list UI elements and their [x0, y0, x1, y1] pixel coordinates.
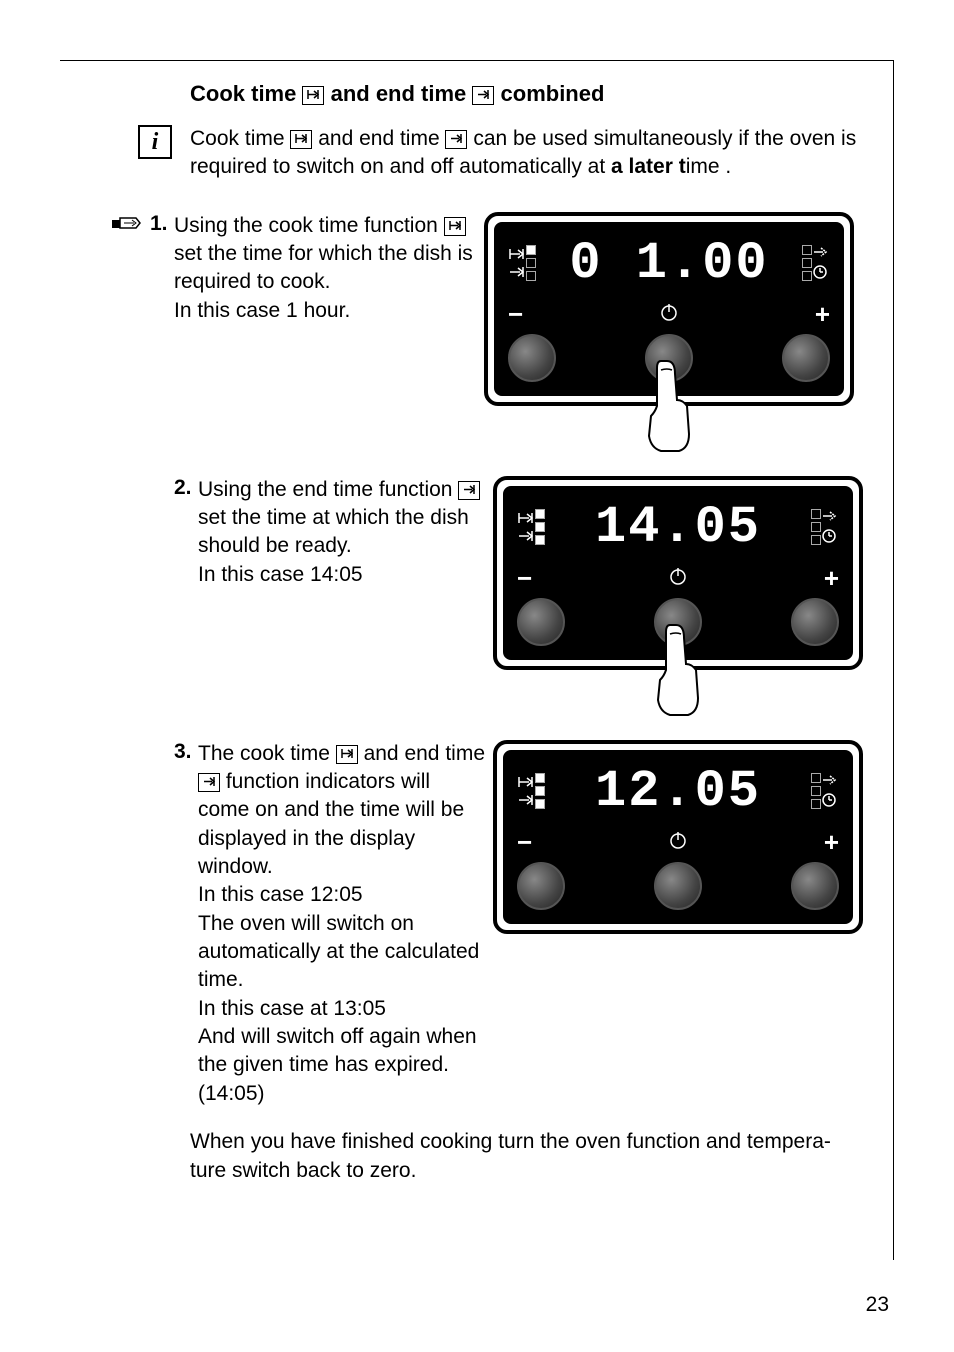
lcd-right-icon-col — [821, 774, 839, 808]
lcd-left-icon-col — [517, 776, 535, 806]
minus-button[interactable] — [517, 598, 565, 646]
cook-time-icon — [336, 745, 358, 764]
lcd-time: 12.05 — [545, 762, 811, 821]
temp-bar-right — [811, 509, 821, 545]
info-bold: a later t — [611, 155, 686, 178]
step-seg1: The cook time — [198, 742, 336, 765]
step-seg2: function indicators will come on and the… — [198, 770, 464, 878]
heading-suffix: combined — [501, 81, 605, 106]
end-time-icon — [445, 130, 467, 149]
end-time-icon — [517, 530, 535, 542]
minus-icon: − — [517, 827, 532, 858]
end-time-icon — [472, 86, 494, 105]
lcd-left-icon-col — [508, 248, 526, 278]
section-heading: Cook time and end time combined — [190, 81, 863, 107]
step-number: 3. — [174, 740, 198, 764]
power-icon — [659, 302, 679, 327]
end-time-icon — [517, 794, 535, 806]
power-icon — [668, 566, 688, 591]
lcd-left-icon-col — [517, 512, 535, 542]
oven-display-2: 14.05 − + — [493, 476, 863, 670]
step-example: In this case 12:05 — [198, 883, 363, 906]
page-number: 23 — [866, 1293, 889, 1317]
heading-pre: Cook time — [190, 81, 302, 106]
step-body: Using the cook time function set the tim… — [174, 212, 484, 325]
alarm-icon — [812, 246, 830, 258]
info-pre: Cook time — [190, 127, 290, 150]
step-line4: In this case at 13:05 — [198, 997, 386, 1020]
minus-icon: − — [508, 299, 523, 330]
step-body: Using the end time function set the time… — [198, 476, 493, 589]
finger-press-icon — [648, 620, 708, 720]
oven-display-1: 0 1.00 − + — [484, 212, 854, 406]
end-time-icon — [198, 773, 220, 792]
step-body: The cook time and end time function indi… — [198, 740, 493, 1108]
end-time-icon — [508, 266, 526, 278]
closing-text: When you have finished cooking turn the … — [190, 1128, 840, 1185]
step-line3: The oven will switch on automati­cally a… — [198, 912, 479, 992]
minus-button[interactable] — [517, 862, 565, 910]
step-seg2: set the time for which the dish is requi… — [174, 242, 473, 293]
end-time-icon — [458, 481, 480, 500]
clock-icon — [821, 792, 837, 808]
temp-bar-left — [535, 773, 545, 809]
plus-icon: + — [824, 563, 839, 594]
step-seg1: Using the cook time function — [174, 214, 444, 237]
step-number: 2. — [174, 476, 198, 500]
temp-bar-right — [811, 773, 821, 809]
minus-icon: − — [517, 563, 532, 594]
cook-time-icon — [508, 248, 526, 260]
cook-time-icon — [290, 130, 312, 149]
plus-button[interactable] — [791, 862, 839, 910]
clock-icon — [812, 264, 828, 280]
info-text: Cook time and end time can be used simul… — [190, 125, 863, 182]
info-mid: and end time — [318, 127, 445, 150]
mode-button[interactable] — [654, 862, 702, 910]
heading-mid: and end time — [331, 81, 473, 106]
lcd-time: 0 1.00 — [536, 234, 802, 293]
temp-bar-right — [802, 245, 812, 281]
step-seg1: Using the end time function — [198, 478, 458, 501]
step-line5: And will switch off again when the given… — [198, 1025, 477, 1105]
temp-bar-left — [526, 245, 536, 281]
step-number: 1. — [150, 212, 174, 236]
step-example: In this case 14:05 — [198, 563, 363, 586]
plus-icon: + — [815, 299, 830, 330]
step-1: 1. Using the cook time function set the … — [60, 212, 863, 406]
finger-press-icon — [639, 356, 699, 456]
cook-time-icon — [517, 776, 535, 788]
page-frame: Cook time and end time combined i Cook t… — [60, 60, 894, 1260]
plus-icon: + — [824, 827, 839, 858]
lcd-time: 14.05 — [545, 498, 811, 557]
info-note: i Cook time and end time can be used sim… — [60, 125, 863, 182]
lcd-right-icon-col — [821, 510, 839, 544]
step-example: In this case 1 hour. — [174, 299, 350, 322]
step-3: 3. The cook time and end time function i… — [60, 740, 863, 1108]
info-end: ime . — [686, 155, 732, 178]
minus-button[interactable] — [508, 334, 556, 382]
power-icon — [668, 830, 688, 855]
step-seg2: set the time at which the dish should be… — [198, 506, 469, 557]
oven-display-3: 12.05 − + — [493, 740, 863, 934]
cook-time-icon — [302, 86, 324, 105]
step-2: 2. Using the end time function set the t… — [60, 476, 863, 670]
info-icon: i — [138, 125, 172, 159]
alarm-icon — [821, 774, 839, 786]
plus-button[interactable] — [791, 598, 839, 646]
cook-time-icon — [517, 512, 535, 524]
step-mid: and end time — [364, 742, 485, 765]
temp-bar-left — [535, 509, 545, 545]
hand-pointer-icon — [110, 212, 144, 234]
lcd-right-icon-col — [812, 246, 830, 280]
alarm-icon — [821, 510, 839, 522]
clock-icon — [821, 528, 837, 544]
plus-button[interactable] — [782, 334, 830, 382]
cook-time-icon — [444, 217, 466, 236]
